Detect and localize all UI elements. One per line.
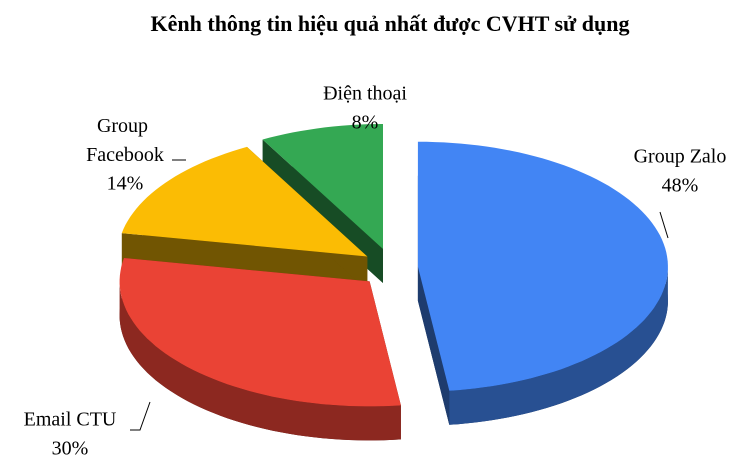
slice <box>121 146 368 291</box>
slice-wall <box>119 281 401 441</box>
slice-top <box>262 124 383 249</box>
data-label-name: Điện thoại <box>323 83 407 105</box>
data-label: 8% <box>352 112 379 134</box>
data-label-name: Group Zalo <box>634 146 727 168</box>
data-label: 30% <box>52 438 89 460</box>
data-label-name: Group Facebook <box>86 115 164 166</box>
leader-line <box>659 211 669 239</box>
slice <box>417 141 668 425</box>
slice-side <box>417 266 450 425</box>
data-label: 48% <box>662 175 699 197</box>
slice-wall <box>449 266 668 425</box>
slice-top <box>119 258 401 407</box>
chart-title: Kênh thông tin hiệu quả nhất được CVHT s… <box>151 11 630 36</box>
slice <box>119 258 401 441</box>
data-label-name: Email CTU <box>24 409 117 431</box>
slice-top <box>417 141 668 391</box>
leader-line <box>130 401 151 431</box>
data-label: 14% <box>107 173 144 195</box>
slice-top <box>121 146 368 257</box>
